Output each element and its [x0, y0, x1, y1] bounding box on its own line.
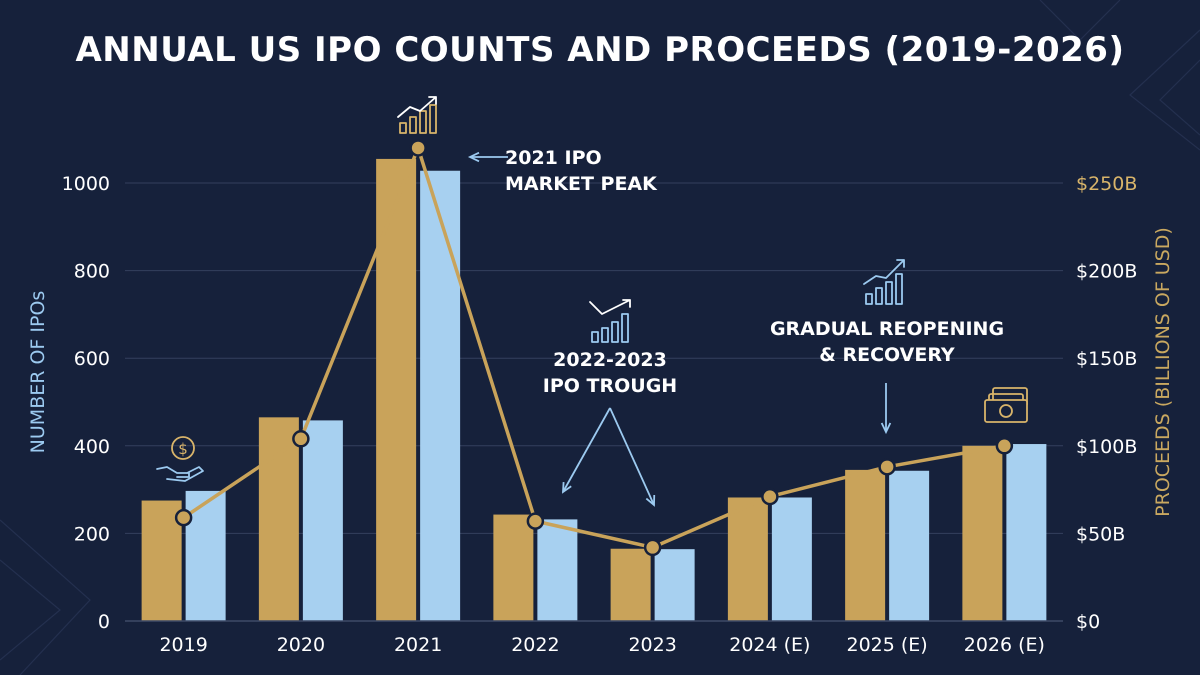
- icon-trend: [589, 299, 631, 315]
- trough-arrow: [609, 407, 655, 506]
- x-tick-label: 2023: [628, 634, 676, 656]
- icon-bar: [399, 122, 407, 134]
- proceeds-point: [174, 508, 193, 527]
- bar-ipo-count: [889, 470, 930, 621]
- icon-bar: [875, 287, 883, 305]
- icon-bar: [591, 331, 599, 343]
- rising-bar-chart-icon: [863, 259, 905, 305]
- coin-shape: [171, 436, 195, 460]
- dollar-glyph: $: [178, 440, 188, 458]
- x-tick-label: 2019: [159, 634, 207, 656]
- icon-trend: [863, 259, 905, 285]
- icon-bar: [611, 321, 619, 343]
- bar-proceeds: [258, 417, 299, 621]
- x-tick-label: 2026 (E): [964, 634, 1045, 656]
- y-tick-label-left: 400: [74, 436, 110, 458]
- y-tick-label-right: $50B: [1076, 523, 1125, 545]
- proceeds-point: [761, 487, 779, 506]
- proceeds-line-layer: [174, 139, 1014, 557]
- decor-line: [1159, 59, 1200, 136]
- bars-layer: [141, 158, 1047, 621]
- decor-line: [1129, 29, 1200, 151]
- rising-bar-chart-icon: [397, 96, 437, 134]
- trough-arrow: [562, 407, 611, 493]
- icon-bar: [429, 104, 437, 134]
- bar-ipo-count: [537, 519, 578, 621]
- bar-ipo-count: [420, 170, 461, 621]
- bar-proceeds: [962, 445, 1003, 621]
- proceeds-point: [292, 430, 310, 448]
- y-tick-label-left: 600: [74, 348, 110, 370]
- bar-proceeds: [727, 497, 768, 621]
- bar-ipo-count: [1006, 444, 1047, 621]
- bar-ipo-count: [654, 549, 695, 621]
- x-tick-label: 2020: [277, 634, 325, 656]
- trough-arrowhead: [561, 481, 572, 494]
- bar-proceeds: [845, 469, 886, 621]
- bar-ipo-count: [302, 420, 343, 621]
- y-tick-label-right: $250B: [1076, 173, 1137, 195]
- proceeds-point: [409, 139, 427, 157]
- recovery-arrowhead: [880, 422, 892, 435]
- y-tick-label-left: 1000: [62, 173, 110, 195]
- icon-bar: [621, 313, 629, 343]
- icon-bar: [865, 293, 873, 305]
- dip-recovery-chart-icon: [589, 299, 631, 343]
- x-tick-label: 2025 (E): [847, 634, 928, 656]
- x-tick-label: 2024 (E): [729, 634, 810, 656]
- proceeds-point: [643, 538, 662, 557]
- y-tick-label-right: $0: [1076, 611, 1100, 633]
- bar-proceeds: [493, 514, 534, 621]
- hand-shape: [156, 466, 204, 482]
- hand-dollar-icon: $: [156, 436, 204, 482]
- bar-proceeds: [141, 500, 182, 621]
- proceeds-point: [878, 458, 896, 476]
- y-tick-label-left: 200: [74, 523, 110, 545]
- icon-trend: [397, 96, 437, 118]
- bar-ipo-count: [771, 497, 812, 621]
- icon-bar: [419, 110, 427, 134]
- icons-layer: $: [156, 96, 1028, 482]
- icon-bar: [409, 116, 417, 134]
- icon-bar: [885, 281, 893, 305]
- bar-proceeds: [610, 548, 651, 621]
- bill-shape: [984, 399, 1028, 423]
- decor-line: [0, 559, 61, 661]
- decor-line: [0, 519, 91, 675]
- y-tick-label-left: 800: [74, 261, 110, 283]
- decor-line: [1039, 0, 1121, 41]
- y-tick-label-left: 0: [98, 611, 110, 633]
- annotation-recovery: GRADUAL REOPENING & RECOVERY: [769, 318, 1005, 366]
- cash-stack-icon: [984, 387, 1028, 423]
- y-axis-right-label: PROCEEDS (BILLIONS OF USD): [1152, 227, 1174, 517]
- y-tick-label-right: $200B: [1076, 261, 1137, 283]
- y-tick-label-right: $100B: [1076, 436, 1137, 458]
- axes-layer: 0 200 400 600 800 1000 $0 $50B $100B $150B $200B $2…: [62, 173, 1138, 656]
- proceeds-point: [995, 437, 1014, 455]
- y-tick-label-right: $150B: [1076, 348, 1137, 370]
- x-tick-label: 2021: [394, 634, 442, 656]
- x-tick-label: 2022: [511, 634, 559, 656]
- annotation-peak: 2021 IPO MARKET PEAK: [505, 147, 657, 195]
- trough-arrowhead: [645, 494, 656, 507]
- peak-arrowhead: [467, 151, 480, 163]
- bar-proceeds: [376, 158, 417, 621]
- icon-bar: [601, 327, 609, 343]
- bill-center: [999, 404, 1013, 418]
- annotation-arrows: [467, 151, 892, 507]
- proceeds-line: [182, 146, 1005, 550]
- annotation-trough: 2022-2023 IPO TROUGH: [542, 349, 678, 397]
- chart-title: ANNUAL US IPO COUNTS AND PROCEEDS (2019-…: [75, 30, 1125, 70]
- icon-bar: [895, 273, 903, 305]
- y-axis-left-label: NUMBER OF IPOs: [27, 290, 49, 454]
- proceeds-point: [526, 512, 545, 530]
